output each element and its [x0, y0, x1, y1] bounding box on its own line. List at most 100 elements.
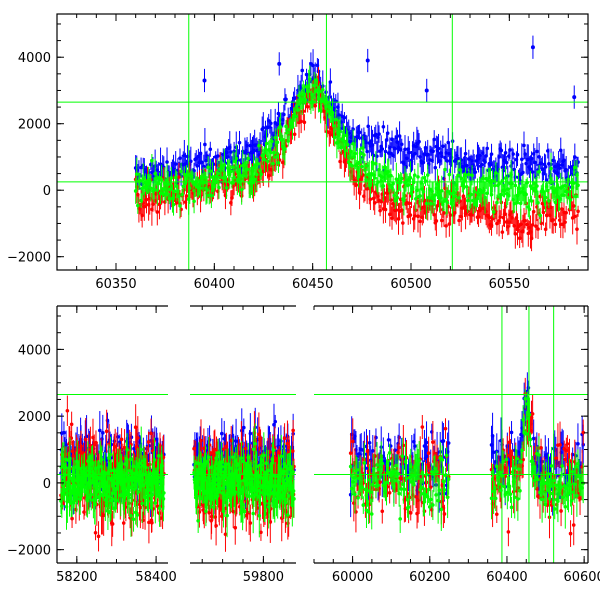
point-top: [256, 161, 260, 166]
point-top: [216, 154, 220, 158]
point-top: [395, 196, 400, 200]
point-top: [403, 147, 407, 152]
point-top: [229, 169, 233, 174]
xtick-label-top: 60500: [390, 277, 431, 292]
point-top: [495, 200, 499, 205]
point-top: [173, 162, 178, 166]
point-top: [523, 218, 527, 223]
point-top: [439, 218, 444, 223]
point-top: [513, 232, 518, 236]
point-bottom: [139, 447, 144, 452]
point-top: [363, 168, 367, 172]
point-top: [412, 173, 417, 177]
point-top: [328, 80, 333, 84]
point-top: [234, 156, 239, 161]
point-top: [271, 161, 275, 166]
point-top: [255, 172, 259, 177]
point-top: [470, 173, 474, 178]
point-bottom: [85, 498, 90, 503]
point-top: [317, 89, 322, 94]
point-top: [399, 142, 404, 147]
point-top: [399, 176, 404, 181]
point-top: [568, 197, 573, 202]
point-top: [528, 184, 533, 188]
point-top: [383, 207, 388, 212]
point-top: [313, 103, 318, 108]
point-top: [209, 193, 214, 198]
point-bottom: [150, 493, 155, 497]
point-top: [407, 150, 412, 155]
point-top: [308, 77, 312, 81]
point-top: [373, 161, 378, 166]
point-bottom: [101, 431, 105, 435]
point-bottom: [192, 446, 196, 451]
point-bottom: [98, 428, 102, 433]
point-top: [394, 177, 399, 181]
top-axes-frame: [56, 13, 589, 271]
point-top: [544, 178, 549, 182]
point-bottom: [146, 440, 151, 444]
point-top: [331, 124, 336, 128]
point-top: [571, 204, 576, 208]
point-top: [572, 95, 577, 100]
point-top: [399, 208, 404, 212]
point-top: [492, 183, 497, 188]
point-bottom: [131, 464, 135, 469]
point-top: [305, 104, 310, 109]
point-bottom: [156, 454, 161, 458]
point-top: [469, 192, 473, 197]
point-top: [407, 201, 412, 206]
point-top: [373, 132, 378, 137]
point-top: [283, 147, 287, 151]
point-top: [434, 219, 439, 223]
point-top: [359, 164, 364, 169]
xtick-label-bottom: 58400: [135, 570, 176, 585]
point-top: [151, 202, 155, 206]
point-top: [535, 149, 539, 154]
point-top: [259, 172, 263, 177]
point-top: [237, 140, 242, 145]
point-top: [545, 188, 550, 193]
point-bottom: [70, 516, 74, 521]
point-top: [446, 189, 451, 194]
point-top: [383, 149, 388, 154]
point-top: [364, 177, 368, 182]
point-top: [504, 160, 509, 165]
point-top: [144, 197, 149, 202]
point-top: [202, 164, 206, 169]
point-bottom: [214, 523, 218, 528]
point-top: [262, 157, 267, 162]
point-top: [473, 170, 478, 174]
point-bottom: [135, 513, 140, 517]
point-bottom: [110, 522, 115, 526]
point-top: [494, 171, 498, 175]
point-bottom: [248, 431, 253, 436]
point-top: [216, 171, 220, 176]
point-top: [181, 184, 186, 189]
point-top: [549, 166, 553, 171]
point-top: [418, 219, 422, 224]
point-top: [198, 186, 203, 190]
ytick-label-top: −2000: [7, 251, 51, 266]
point-bottom: [150, 520, 154, 525]
point-top: [351, 127, 355, 131]
point-top: [275, 140, 280, 145]
point-top: [452, 194, 457, 199]
point-top: [457, 218, 461, 223]
point-bottom: [136, 490, 141, 494]
point-top: [503, 150, 508, 155]
point-top: [357, 130, 362, 135]
point-top: [520, 157, 524, 162]
xtick-label-top: 60550: [489, 277, 530, 292]
point-top: [499, 192, 504, 197]
point-top: [333, 117, 338, 122]
point-bottom: [121, 521, 126, 525]
point-top: [302, 120, 307, 125]
point-bottom: [103, 471, 107, 475]
point-bottom: [273, 419, 278, 424]
series-bottom-2: [59, 426, 166, 537]
point-top: [418, 194, 422, 198]
point-bottom: [140, 501, 144, 506]
point-top: [508, 148, 512, 152]
